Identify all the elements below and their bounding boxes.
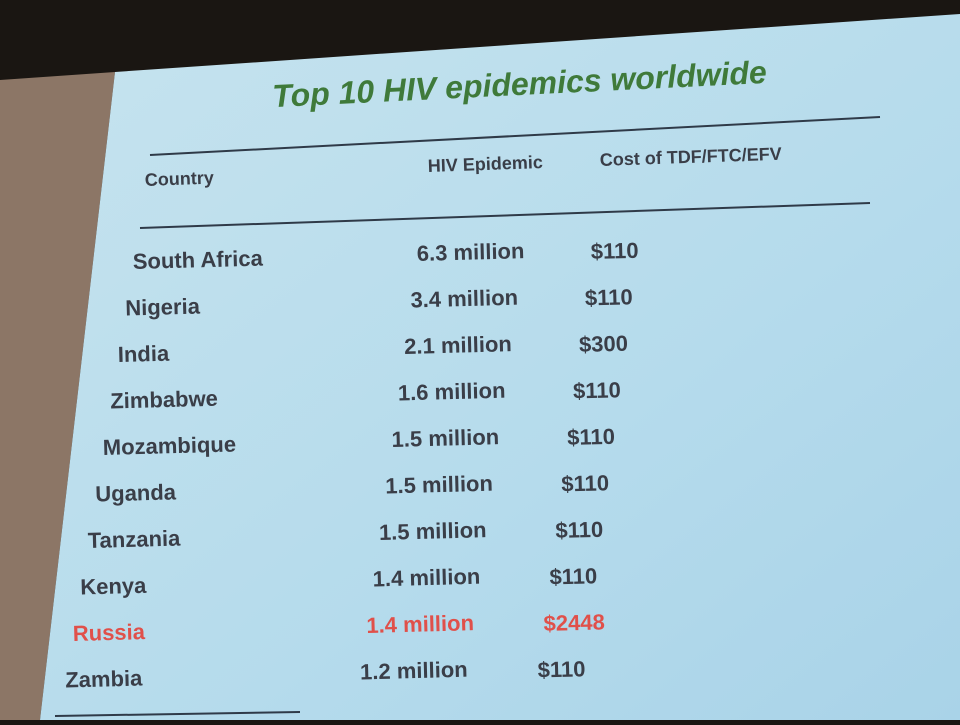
table-cell: Tanzania	[87, 526, 181, 553]
table-cell: 1.5 million	[385, 471, 493, 499]
rule	[149, 116, 881, 156]
wall	[0, 72, 115, 720]
table-cell: $110	[537, 656, 585, 682]
table-cell: $110	[567, 424, 615, 450]
table-cell: Nigeria	[125, 294, 201, 321]
table-cell: Uganda	[95, 479, 177, 506]
table-cell: 1.5 million	[391, 424, 499, 452]
table-cell: 3.4 million	[410, 285, 518, 313]
table-cell: South Africa	[132, 246, 263, 274]
table-cell: $110	[573, 377, 621, 403]
table-cell: 1.6 million	[398, 378, 506, 406]
table-cell: 1.4 million	[366, 610, 474, 638]
table-cell: India	[117, 341, 170, 367]
table-cell: Zambia	[65, 665, 143, 692]
table-cell: $110	[590, 238, 638, 264]
table-cell: 2.1 million	[404, 331, 512, 359]
table-cell: $110	[585, 284, 633, 310]
rule	[54, 711, 301, 717]
table-cell: 6.3 million	[416, 238, 524, 266]
table-cell: $110	[561, 470, 609, 496]
slide-content: Top 10 HIV epidemics worldwide Country H…	[54, 54, 881, 717]
table-cell: $110	[549, 563, 597, 589]
table-cell: 1.5 million	[379, 517, 487, 545]
table-cell: Kenya	[80, 573, 147, 600]
table-cell: Russia	[72, 619, 146, 646]
header-cell: Country	[144, 168, 214, 190]
table-cell: $110	[555, 517, 603, 543]
table-cell: 1.4 million	[372, 564, 480, 592]
table-cell: $2448	[543, 609, 605, 636]
table-cell: Zimbabwe	[110, 386, 218, 414]
table-cell: $300	[579, 331, 629, 357]
rule	[139, 202, 871, 229]
slide	[40, 14, 960, 720]
table-cell: Mozambique	[102, 432, 236, 460]
header-cell: HIV Epidemic	[427, 152, 543, 176]
table-cell: 1.2 million	[360, 657, 468, 685]
